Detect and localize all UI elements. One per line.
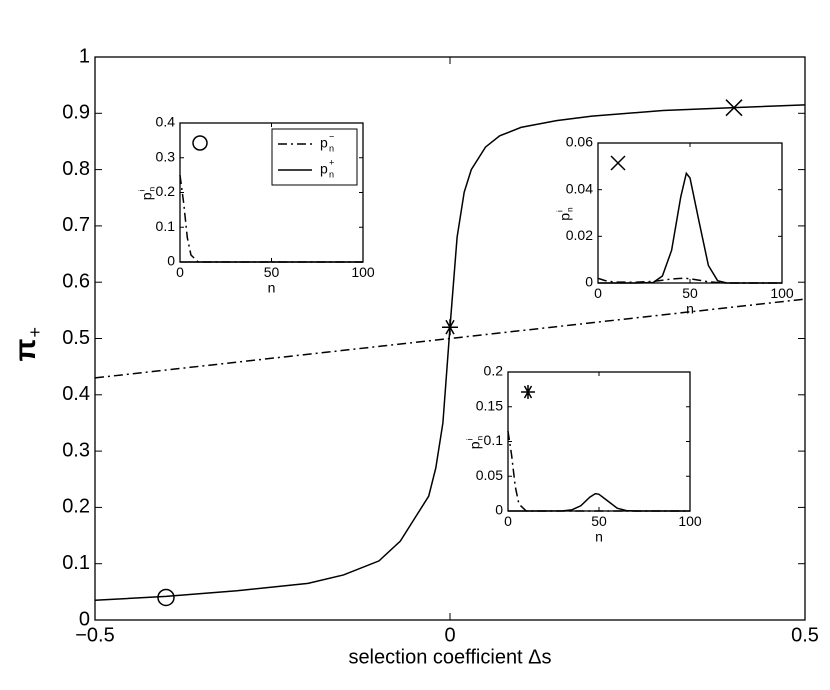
y-axis-label: π+	[9, 327, 45, 361]
plot-area	[598, 143, 782, 283]
y-tick-label: 0.6	[62, 270, 90, 292]
x-tick-label: 50	[264, 264, 280, 280]
legend-label: p	[320, 135, 328, 151]
x-axis-label: n	[268, 279, 276, 295]
y-tick-label: 0.7	[62, 214, 90, 236]
y-tick-label: 0.02	[566, 227, 593, 243]
y-tick-label: 0.06	[566, 134, 593, 150]
x-tick-label: 0	[176, 264, 184, 280]
x-tick-label: 50	[591, 513, 607, 529]
plot-frame	[597, 142, 783, 284]
x-tick-label: 0	[504, 513, 512, 529]
y-axis-label-sub: n	[564, 207, 574, 212]
y-tick-label: 0.8	[62, 158, 90, 180]
marker-star	[521, 385, 535, 399]
y-tick-label: 0	[585, 274, 593, 290]
y-tick-label: 0	[79, 608, 90, 630]
y-tick-label: 0	[167, 253, 175, 269]
marker-x	[725, 99, 743, 117]
y-axis-label-base: p	[467, 441, 483, 449]
x-tick-label: 0.5	[791, 624, 819, 646]
y-tick-label: 0.15	[476, 397, 503, 413]
plot-frame	[507, 371, 691, 512]
y-axis-label-sup: i	[137, 190, 147, 192]
y-tick-label: 0	[495, 502, 503, 518]
y-tick-label: 0.2	[156, 183, 176, 199]
marker-x	[610, 155, 626, 171]
y-axis-label-sup: i	[555, 210, 565, 212]
y-tick-label: 0.4	[62, 383, 90, 405]
legend-box	[271, 128, 358, 186]
y-axis-label-sub: n	[474, 436, 484, 441]
marker-circle	[157, 588, 175, 607]
x-tick-label: 100	[770, 285, 794, 301]
plot-frame	[179, 122, 364, 263]
y-tick-label: 0.2	[484, 363, 504, 379]
y-tick-label: 0.9	[62, 102, 90, 124]
y-tick-label: 0.2	[62, 496, 90, 518]
x-tick-label: −0.5	[75, 624, 114, 646]
y-axis-label: pni	[555, 207, 575, 221]
legend-label-sup: −	[329, 131, 334, 141]
marker-star	[442, 319, 458, 336]
y-tick-label: 0.05	[476, 467, 503, 483]
y-axis-label-sup: i	[465, 439, 475, 441]
y-axis-label-base: p	[557, 213, 573, 221]
y-tick-label: 0.3	[62, 439, 90, 461]
plot-frame	[94, 56, 806, 621]
marker-circle	[192, 135, 208, 151]
y-axis-label: pni	[137, 187, 157, 201]
y-tick-label: 0.04	[566, 180, 593, 196]
legend-label-sub: n	[329, 169, 334, 179]
y-axis-label-sub: n	[146, 187, 156, 192]
y-axis-label: pni	[465, 436, 485, 450]
x-axis-label: n	[595, 528, 603, 544]
plot-area	[508, 372, 690, 511]
y-tick-label: 0.4	[156, 114, 176, 130]
y-tick-label: 0.1	[484, 432, 504, 448]
y-tick-label: 0.1	[62, 552, 90, 574]
legend-label-sup: +	[329, 157, 334, 167]
x-tick-label: 0	[444, 624, 455, 646]
series-line	[94, 298, 806, 379]
y-axis-label-sub: +	[25, 327, 45, 338]
x-tick-label: 0	[594, 285, 602, 301]
y-axis-label-base: π	[9, 338, 42, 361]
y-tick-label: 0.3	[156, 148, 176, 164]
x-axis-label: selection coefficient Δs	[348, 646, 551, 668]
y-tick-label: 0.1	[156, 218, 176, 234]
x-tick-label: 100	[678, 513, 702, 529]
y-axis-label-base: p	[139, 192, 155, 200]
series-line	[179, 175, 363, 263]
legend-label-sub: n	[329, 143, 334, 153]
legend-label: p	[320, 161, 328, 177]
x-tick-label: 100	[351, 264, 375, 280]
y-tick-label: 0.5	[62, 327, 90, 349]
x-axis-label: n	[686, 300, 694, 316]
y-tick-label: 1	[79, 45, 90, 67]
x-tick-label: 50	[682, 285, 698, 301]
